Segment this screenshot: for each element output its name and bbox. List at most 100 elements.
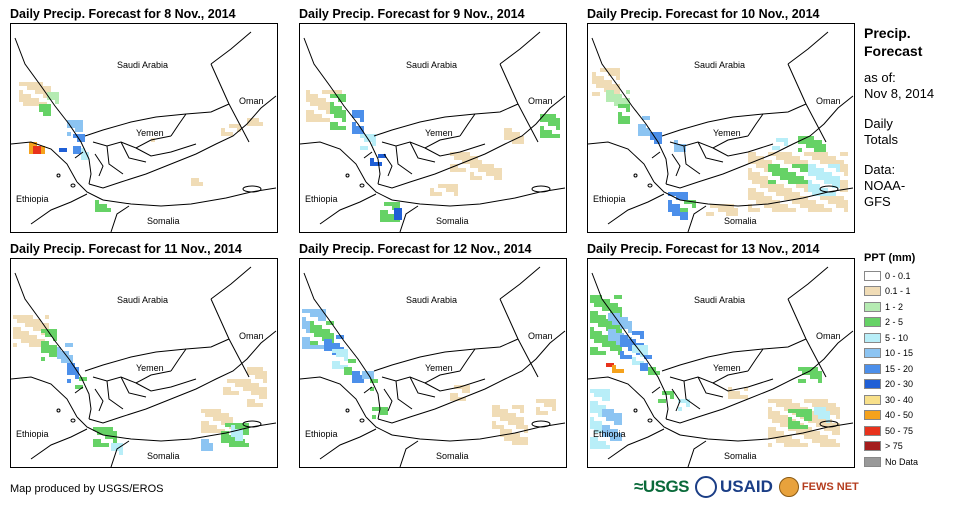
precip-cell: [27, 98, 31, 102]
country-label-saudi: Saudi Arabia: [406, 60, 457, 70]
precip-cell: [338, 90, 342, 94]
precip-cell: [65, 343, 69, 347]
precip-cell: [596, 80, 600, 84]
precip-cell: [844, 168, 848, 172]
precip-cell: [75, 128, 79, 132]
precip-cell: [844, 208, 848, 212]
precip-cell: [352, 379, 356, 383]
precip-cell: [784, 192, 788, 196]
precip-cell: [101, 431, 105, 435]
precip-cell: [636, 361, 640, 365]
precip-cell: [263, 395, 267, 399]
precip-cell: [41, 341, 45, 345]
border-line: [102, 422, 277, 442]
precip-cell: [430, 192, 434, 196]
precip-cell: [217, 429, 221, 433]
precip-cell: [606, 98, 610, 102]
legend-label: 1 - 2: [885, 301, 904, 312]
precip-cell: [818, 379, 822, 383]
precip-cell: [612, 317, 616, 321]
precip-cell: [384, 407, 388, 411]
precip-cell: [338, 126, 342, 130]
border-line: [459, 113, 476, 137]
precip-cell: [682, 399, 686, 403]
precip-cell: [814, 140, 818, 144]
precip-cell: [39, 108, 43, 112]
precip-cell: [322, 90, 326, 94]
precip-cell: [474, 176, 478, 180]
precip-cell: [602, 425, 606, 429]
precip-cell: [828, 196, 832, 200]
precip-cell: [306, 329, 310, 333]
precip-cell: [227, 387, 231, 391]
precip-cell: [326, 106, 330, 110]
precip-cell: [498, 172, 502, 176]
precip-cell: [602, 343, 606, 347]
precip-cell: [370, 371, 374, 375]
precip-cell: [384, 411, 388, 415]
precip-cell: [470, 160, 474, 164]
island-outline: [359, 418, 365, 423]
precip-cell: [524, 437, 528, 441]
precip-cell: [111, 443, 115, 447]
precip-cell: [620, 335, 624, 339]
precip-cell: [61, 359, 65, 363]
border-line: [135, 143, 197, 157]
precip-cell: [209, 409, 213, 413]
precip-cell: [520, 441, 524, 445]
precip-cell: [229, 132, 233, 136]
border-line: [409, 376, 436, 398]
precip-cell: [45, 333, 49, 337]
precip-cell: [259, 122, 263, 126]
precip-cell: [552, 403, 556, 407]
precip-cell: [229, 439, 233, 443]
precip-cell: [322, 309, 326, 313]
precip-cell: [259, 375, 263, 379]
legend-swatch: [864, 441, 881, 452]
precip-cell: [322, 329, 326, 333]
border-line: [84, 338, 230, 372]
precip-cell: [336, 349, 340, 353]
precip-cell: [205, 443, 209, 447]
border-line: [11, 376, 78, 418]
precip-cell: [398, 216, 402, 220]
precip-cell: [81, 138, 85, 142]
precip-cell: [251, 122, 255, 126]
precip-cell: [263, 371, 267, 375]
precip-cell: [450, 393, 454, 397]
precip-cell: [334, 110, 338, 114]
precip-cell: [804, 168, 808, 172]
precip-cell: [816, 184, 820, 188]
precip-cell: [692, 204, 696, 208]
precip-cell: [43, 94, 47, 98]
precip-cell: [95, 208, 99, 212]
precip-cell: [598, 295, 602, 299]
precip-cell: [478, 164, 482, 168]
precip-cell: [322, 102, 326, 106]
precip-cell: [768, 188, 772, 192]
precip-cell: [201, 409, 205, 413]
precip-cell: [384, 218, 388, 222]
precip-cell: [618, 120, 622, 124]
precip-cell: [680, 208, 684, 212]
precip-cell: [816, 419, 820, 423]
precip-cell: [342, 98, 346, 102]
precip-cell: [614, 413, 618, 417]
border-line: [228, 338, 250, 378]
legend-swatch: [864, 317, 881, 328]
precip-cell: [728, 387, 732, 391]
precip-cell: [37, 339, 41, 343]
precip-cell: [608, 317, 612, 321]
precip-cell: [646, 132, 650, 136]
precip-cell: [229, 443, 233, 447]
precip-cell: [247, 367, 251, 371]
precip-cell: [360, 379, 364, 383]
precip-cell: [466, 160, 470, 164]
precip-cell: [606, 90, 610, 94]
precip-cell: [384, 214, 388, 218]
precip-cell: [616, 88, 620, 92]
border-line: [170, 348, 187, 372]
country-label-ethiopia: Ethiopia: [305, 429, 338, 439]
precip-cell: [352, 130, 356, 134]
precip-cell: [380, 214, 384, 218]
